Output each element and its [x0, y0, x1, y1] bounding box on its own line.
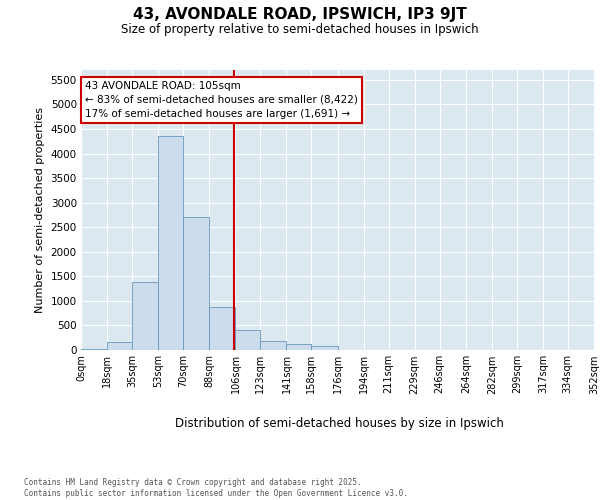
Bar: [286, 344, 311, 350]
Bar: [132, 282, 158, 350]
Y-axis label: Number of semi-detached properties: Number of semi-detached properties: [35, 107, 45, 313]
Bar: [183, 218, 209, 350]
Text: 43, AVONDALE ROAD, IPSWICH, IP3 9JT: 43, AVONDALE ROAD, IPSWICH, IP3 9JT: [133, 8, 467, 22]
Bar: [311, 346, 338, 350]
Bar: [158, 136, 183, 350]
Bar: [235, 330, 260, 350]
Bar: [260, 342, 286, 350]
Text: 43 AVONDALE ROAD: 105sqm
← 83% of semi-detached houses are smaller (8,422)
17% o: 43 AVONDALE ROAD: 105sqm ← 83% of semi-d…: [85, 81, 358, 119]
Text: Size of property relative to semi-detached houses in Ipswich: Size of property relative to semi-detach…: [121, 22, 479, 36]
Text: Contains HM Land Registry data © Crown copyright and database right 2025.
Contai: Contains HM Land Registry data © Crown c…: [24, 478, 408, 498]
Text: Distribution of semi-detached houses by size in Ipswich: Distribution of semi-detached houses by …: [175, 418, 503, 430]
Bar: [209, 308, 235, 350]
Bar: [107, 342, 132, 350]
